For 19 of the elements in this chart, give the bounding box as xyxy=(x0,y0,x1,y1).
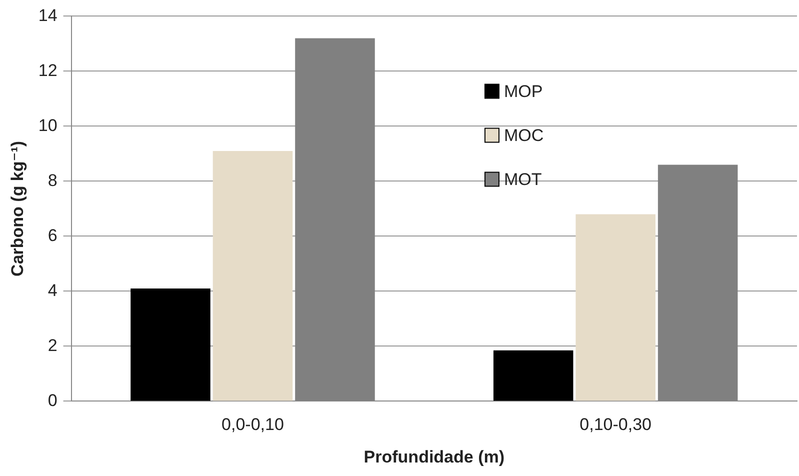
x-tick-label: 0,10-0,30 xyxy=(580,415,652,434)
y-tick-label: 12 xyxy=(38,60,58,80)
legend-label: MOT xyxy=(504,170,542,189)
x-tick-label: 0,0-0,10 xyxy=(222,415,284,434)
bar xyxy=(493,350,574,401)
y-tick-label: 2 xyxy=(48,336,58,355)
y-axis-title: Carbono (g kg⁻¹) xyxy=(8,140,27,276)
y-tick-label: 4 xyxy=(48,280,58,300)
y-tick-label: 14 xyxy=(38,6,58,25)
bar xyxy=(212,150,293,401)
legend-label: MOP xyxy=(504,82,543,101)
y-tick-label: 8 xyxy=(48,170,58,190)
x-axis-title: Profundidade (m) xyxy=(364,447,505,466)
y-tick-label: 6 xyxy=(48,226,58,245)
bar xyxy=(576,214,656,401)
y-tick-label: 0 xyxy=(48,390,58,410)
bar xyxy=(130,288,210,401)
legend-label: MOC xyxy=(504,126,544,145)
y-tick-label: 10 xyxy=(38,116,58,135)
